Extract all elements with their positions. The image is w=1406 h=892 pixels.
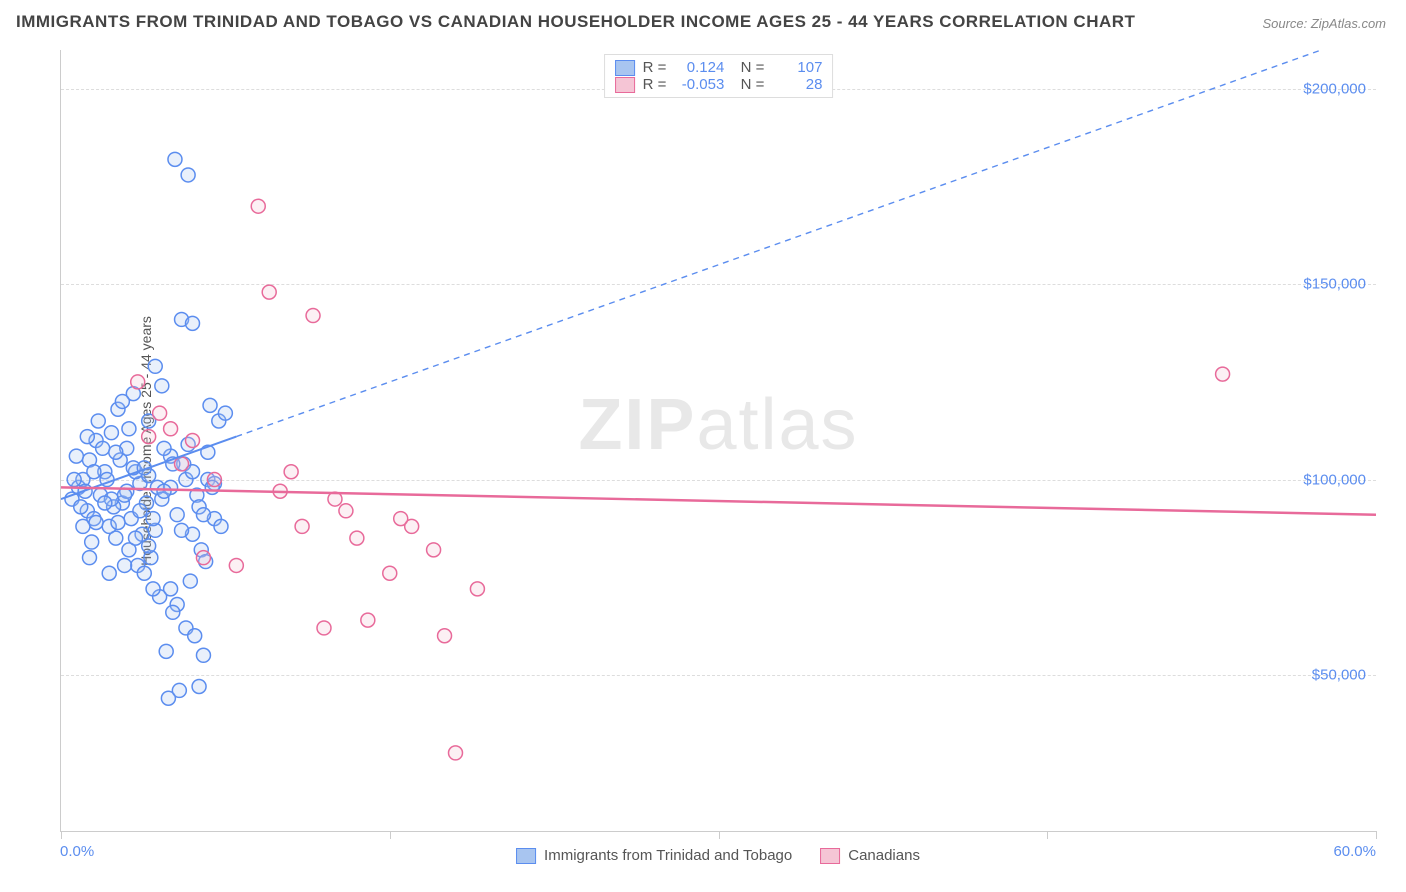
x-tick — [390, 831, 391, 839]
legend-item-canadians: Canadians — [820, 847, 920, 864]
x-tick — [1047, 831, 1048, 839]
correlation-legend: R =0.124 N =107 R =-0.053 N =28 — [604, 54, 834, 98]
swatch-canadians — [615, 77, 635, 93]
swatch-trinidad — [615, 60, 635, 76]
swatch-canadians-icon — [820, 848, 840, 864]
legend-row-trinidad: R =0.124 N =107 — [615, 59, 823, 76]
plot-region: ZIPatlas Householder Income Ages 25 - 44… — [60, 50, 1376, 832]
scatter-svg — [61, 50, 1376, 831]
swatch-trinidad-icon — [516, 848, 536, 864]
x-tick-min: 0.0% — [60, 843, 94, 860]
x-tick — [61, 831, 62, 839]
legend-item-trinidad: Immigrants from Trinidad and Tobago — [516, 847, 792, 864]
x-tick — [1376, 831, 1377, 839]
chart-title: IMMIGRANTS FROM TRINIDAD AND TOBAGO VS C… — [16, 12, 1135, 32]
chart-area: ZIPatlas Householder Income Ages 25 - 44… — [60, 50, 1376, 832]
x-tick — [719, 831, 720, 839]
series-legend: Immigrants from Trinidad and Tobago Cana… — [516, 847, 920, 864]
x-tick-max: 60.0% — [1333, 843, 1376, 860]
source-attribution: Source: ZipAtlas.com — [1262, 16, 1386, 31]
legend-row-canadians: R =-0.053 N =28 — [615, 76, 823, 93]
